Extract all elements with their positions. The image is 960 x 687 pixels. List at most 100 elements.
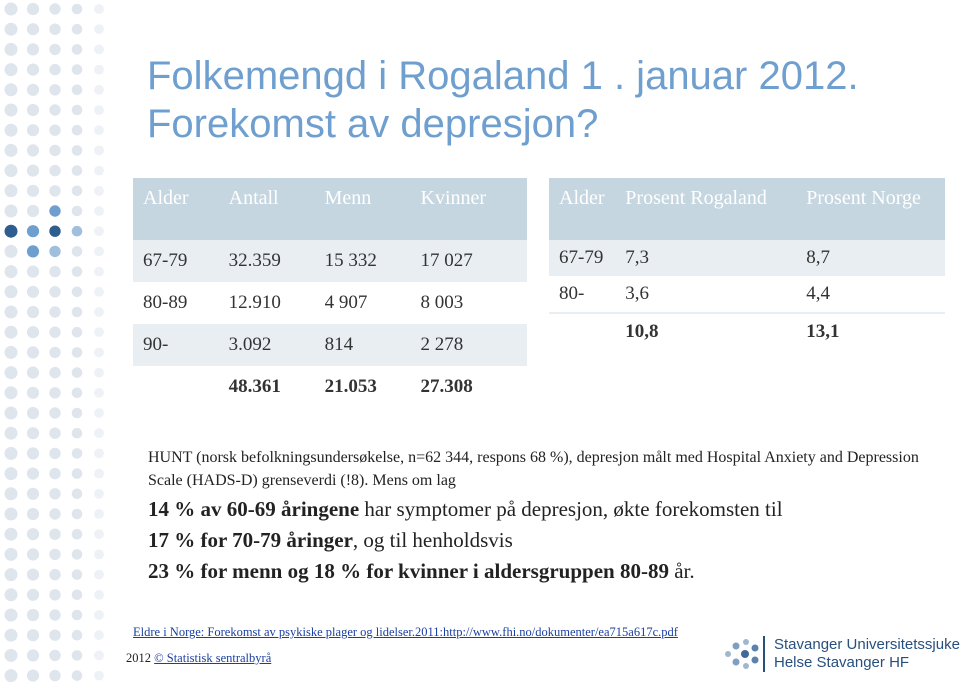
dot [94, 165, 104, 176]
dot [94, 44, 104, 55]
cell: 814 [314, 324, 411, 366]
dot [4, 204, 18, 218]
row: 80- 3,6 4,4 [549, 276, 945, 313]
dot [71, 3, 83, 15]
dot [49, 589, 61, 601]
dot [26, 204, 40, 218]
cell: 80- [559, 283, 585, 304]
logo-mark [725, 636, 765, 672]
text: har symptomer på depresjon, økte forekom… [359, 497, 783, 521]
cell: 8 003 [420, 292, 464, 313]
dot [94, 246, 104, 257]
dot [94, 105, 104, 115]
dot [49, 427, 61, 439]
dot [94, 610, 104, 620]
dot [4, 123, 18, 137]
dot [49, 528, 61, 540]
description: HUNT (norsk befolkningsundersøkelse, n=6… [148, 446, 948, 585]
dot [94, 64, 104, 75]
year: 2012 [126, 651, 151, 665]
cell: 4,4 [806, 283, 831, 304]
dot [49, 568, 61, 581]
row: 67-79 7,3 8,7 [549, 240, 945, 276]
dot [94, 589, 104, 600]
dot [71, 427, 83, 439]
dot [71, 569, 83, 580]
copyright-link[interactable]: © Statistisk sentralbyrå [154, 651, 272, 665]
intro-text: HUNT (norsk befolkningsundersøkelse, n=6… [148, 449, 919, 489]
dot [49, 286, 61, 298]
dot [49, 326, 61, 338]
dot [49, 629, 61, 641]
cell: 7,3 [615, 240, 797, 276]
dot [4, 648, 18, 662]
dot [26, 528, 40, 541]
dot [71, 185, 83, 197]
source-link[interactable]: Eldre i Norge: Forekomst av psykiske pla… [133, 625, 678, 639]
cell: 15 332 [314, 240, 411, 282]
dot [49, 225, 61, 237]
cell: 67-79 [549, 240, 616, 276]
dot-pattern [4, 2, 104, 683]
dot [49, 508, 61, 520]
dot [71, 165, 83, 176]
dot [49, 609, 61, 621]
dot [71, 246, 83, 257]
dot [71, 650, 83, 661]
dot [49, 104, 61, 116]
dot [26, 427, 40, 440]
text: , og til henholdsvis [352, 528, 513, 552]
dot [49, 265, 61, 278]
header-cell: Alder [133, 178, 219, 240]
dot [26, 608, 40, 622]
dot [26, 588, 40, 601]
dot [4, 325, 18, 339]
dot [94, 670, 104, 681]
dot [49, 185, 61, 197]
dot [94, 327, 104, 338]
dot [4, 345, 18, 359]
dot [94, 650, 104, 661]
dot [71, 488, 83, 500]
dot [4, 63, 18, 77]
row: 80-89 12.910 4 907 8 003 [133, 282, 527, 324]
dot [49, 124, 61, 136]
dot [26, 144, 40, 157]
cell: 4 907 [324, 292, 368, 313]
text: år. [668, 559, 695, 583]
dot [94, 286, 104, 297]
cell: 3.092 [218, 324, 315, 366]
dot [94, 448, 104, 459]
dot [4, 265, 18, 279]
dot [26, 568, 40, 581]
dot [4, 527, 18, 541]
cell: 90- [133, 324, 219, 366]
dot [49, 3, 61, 15]
dot [71, 84, 83, 96]
dot [26, 467, 40, 480]
dot [49, 669, 61, 682]
dot [4, 164, 18, 178]
dot [26, 164, 40, 177]
dot [4, 588, 18, 602]
dot [71, 266, 83, 277]
dot [26, 225, 40, 238]
dot [94, 4, 104, 14]
header-cell: Menn [314, 178, 411, 240]
dot [4, 406, 18, 420]
dot [26, 285, 40, 298]
prevalence-table: Alder Prosent Rogaland Prosent Norge 67-79 7… [549, 178, 945, 350]
dot [94, 488, 104, 499]
total-row: 48.361 21.053 27.308 [133, 366, 527, 408]
row: 67-79 32.359 15 332 17 027 [133, 240, 527, 282]
dot [26, 2, 40, 16]
dot [71, 205, 83, 217]
dot [71, 23, 83, 35]
dot [26, 669, 40, 682]
dot [4, 305, 18, 319]
cell [133, 366, 219, 408]
dot [71, 306, 83, 318]
dot [26, 103, 40, 117]
copyright: 2012 © Statistisk sentralbyrå [126, 651, 271, 666]
dot [49, 447, 61, 460]
